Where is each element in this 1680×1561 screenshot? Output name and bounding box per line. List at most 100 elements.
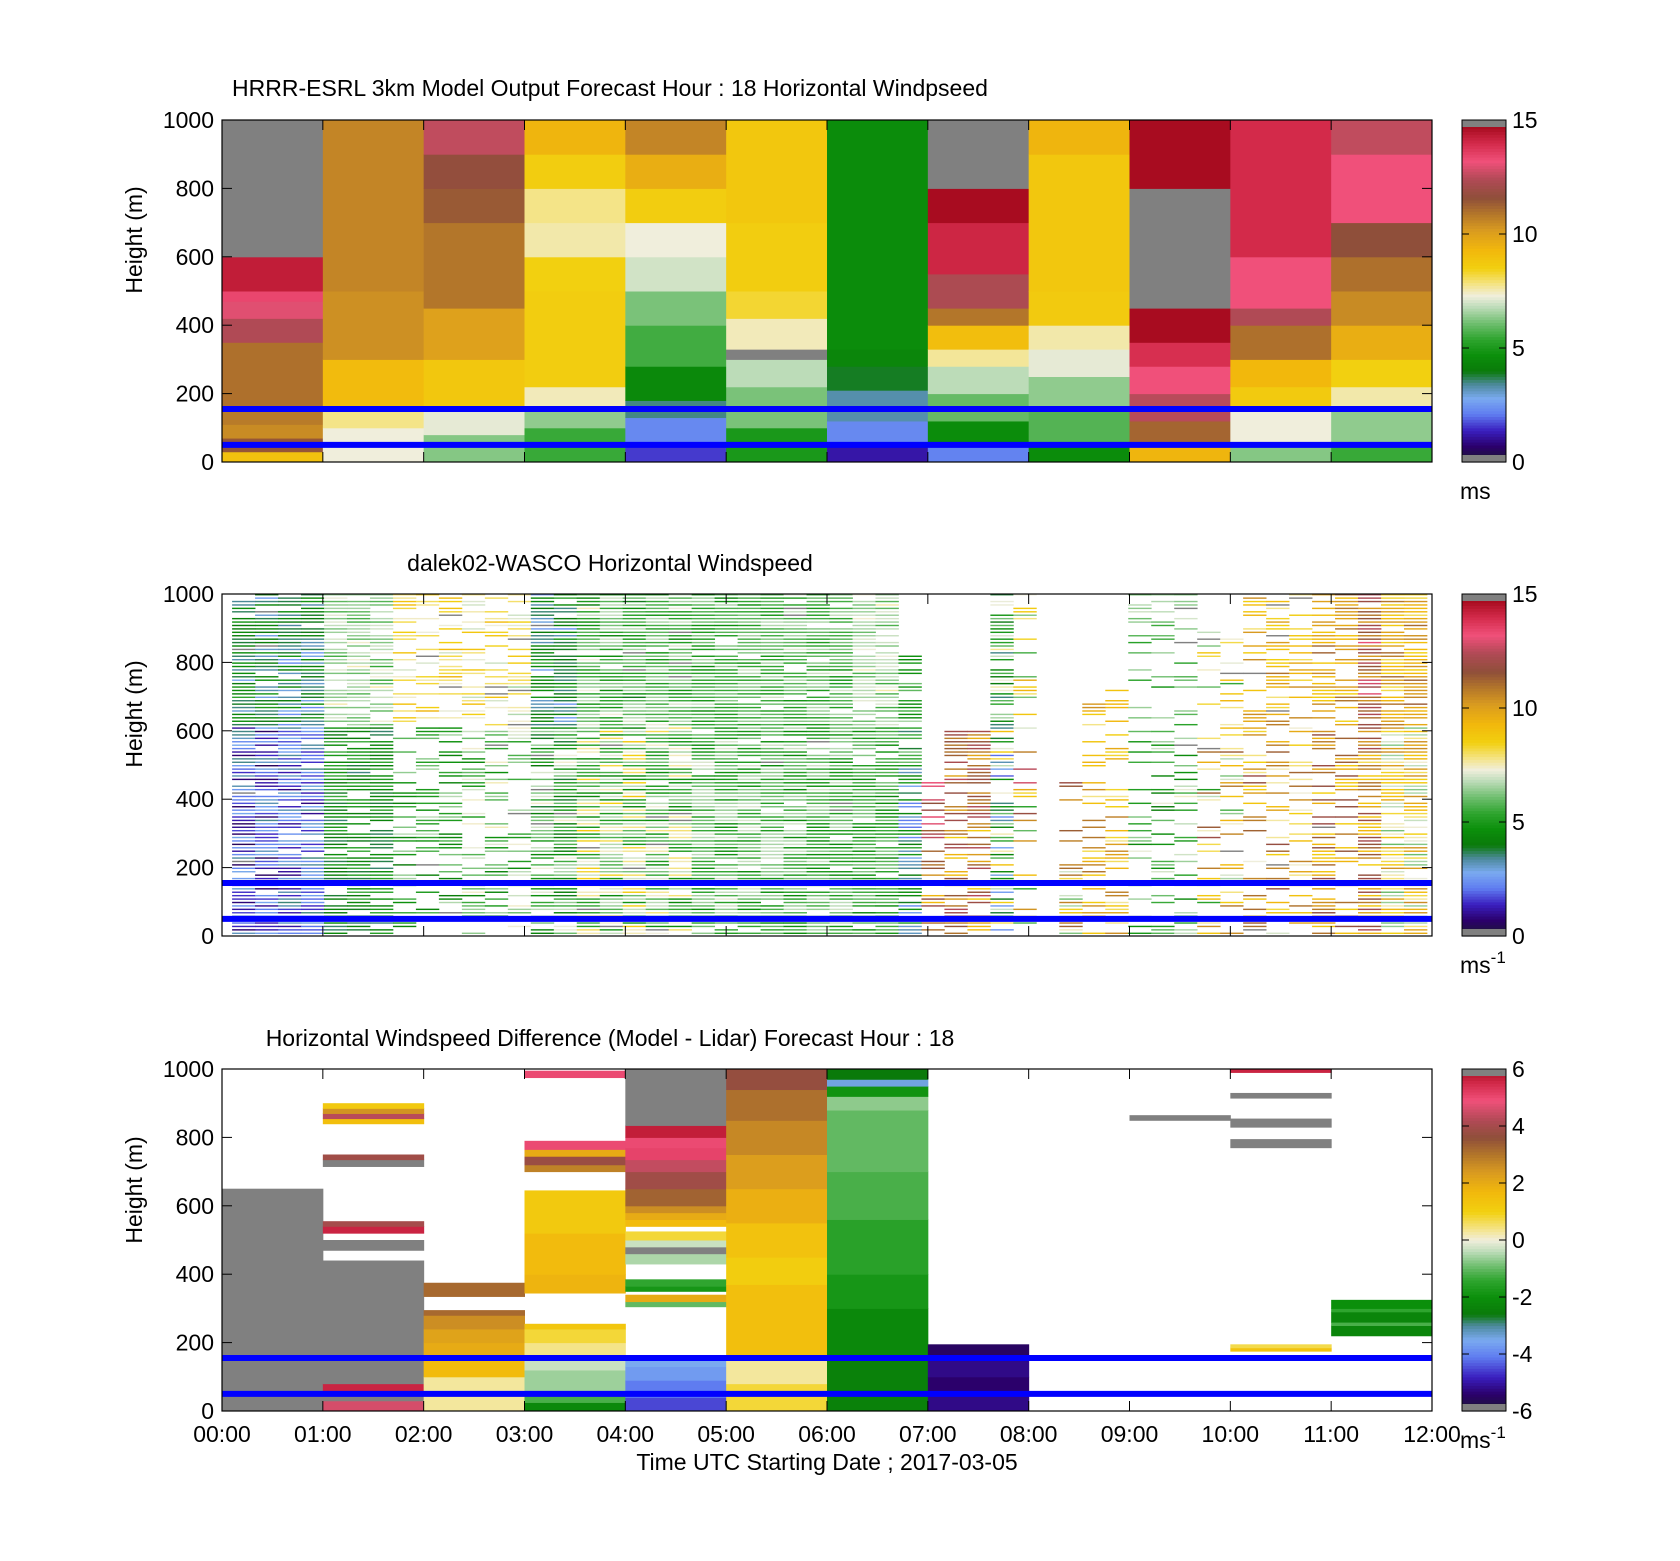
y-tick-label: 0 [201, 449, 214, 475]
lidar-gate [1174, 792, 1198, 794]
lidar-gate [369, 782, 394, 784]
lidar-gate [1128, 617, 1152, 620]
colorbar-swatch [1462, 1362, 1506, 1366]
lidar-gate [323, 816, 348, 818]
lidar-gate [232, 737, 256, 740]
lidar-gate [645, 597, 670, 599]
colorbar-swatch [1462, 1277, 1506, 1281]
colorbar-swatch [1462, 747, 1506, 752]
lidar-gate [691, 785, 716, 787]
colorbar-swatch [1462, 1205, 1506, 1210]
lidar-gate [553, 648, 578, 651]
heatmap-cell [1129, 120, 1231, 189]
lidar-gate [255, 925, 279, 928]
colorbar-swatch [1462, 245, 1506, 249]
colorbar-swatch [1462, 1314, 1506, 1318]
lidar-gate [369, 843, 394, 846]
lidar-gate [346, 741, 371, 743]
colorbar-swatch [1462, 174, 1506, 178]
lidar-gate [990, 806, 1014, 808]
colorbar-swatch [1462, 216, 1506, 221]
lidar-gate [1105, 860, 1129, 863]
lidar-gate [783, 717, 807, 719]
lidar-gate [576, 665, 601, 668]
lidar-gate [967, 898, 991, 900]
lidar-gate [255, 819, 279, 822]
lidar-gate [622, 795, 647, 798]
lidar-gate [1220, 638, 1244, 640]
lidar-gate [829, 816, 853, 818]
lidar-gate [737, 628, 761, 630]
lidar-gate [967, 816, 991, 818]
lidar-gate [1013, 812, 1037, 815]
colorbar-swatch [1462, 1225, 1506, 1230]
lidar-gate [507, 727, 532, 729]
lidar-gate [369, 905, 394, 907]
lidar-gate [576, 894, 601, 897]
lidar-gate [1312, 912, 1336, 914]
lidar-gate [760, 829, 784, 832]
lidar-gate [1335, 823, 1359, 825]
lidar-gate [507, 676, 532, 678]
lidar-gate [301, 717, 325, 719]
lidar-gate [783, 676, 807, 678]
lidar-gate [438, 717, 463, 719]
lidar-gate [990, 638, 1014, 640]
lidar-gate [783, 864, 807, 866]
lidar-gate [898, 829, 922, 832]
lidar-gate [622, 713, 647, 716]
lidar-gate [668, 744, 693, 746]
colorbar-swatch [1462, 422, 1506, 426]
lidar-gate [1197, 898, 1221, 900]
lidar-gate [599, 836, 624, 839]
lidar-gate [461, 847, 486, 849]
lidar-gate [760, 611, 784, 613]
lidar-gate [369, 706, 394, 709]
lidar-gate [875, 686, 899, 688]
lidar-gate [806, 727, 830, 729]
colorbar-swatch [1462, 1128, 1506, 1133]
lidar-gate [622, 816, 647, 818]
lidar-gate [553, 843, 578, 846]
lidar-gate [1335, 723, 1359, 726]
lidar-gate [232, 689, 256, 692]
lidar-gate [1128, 816, 1152, 818]
lidar-gate [1128, 840, 1152, 842]
lidar-gate [346, 802, 371, 805]
lidar-gate [1335, 761, 1359, 763]
lidar-gate [507, 761, 532, 763]
lidar-gate [1013, 819, 1037, 822]
lidar-gate [346, 891, 371, 893]
lidar-gate [622, 696, 647, 699]
lidar-gate [1220, 809, 1244, 811]
heatmap-cell [726, 1383, 828, 1412]
lidar-gate [576, 679, 601, 681]
lidar-gate [1381, 812, 1405, 815]
lidar-gate [990, 864, 1014, 866]
lidar-gate [829, 717, 853, 719]
colorbar-swatch [1462, 139, 1506, 144]
lidar-gate [323, 741, 348, 743]
lidar-gate [806, 607, 830, 610]
lidar-gate [829, 607, 853, 610]
lidar-gate [415, 836, 440, 839]
lidar-gate [323, 802, 348, 805]
lidar-gate [599, 778, 624, 781]
colorbar-swatch [1462, 248, 1506, 252]
lidar-gate [323, 679, 348, 681]
lidar-gate [806, 734, 830, 736]
lidar-gate [392, 792, 417, 794]
lidar-gate [852, 658, 876, 661]
lidar-gate [1358, 912, 1382, 914]
lidar-gate [1381, 874, 1405, 876]
lidar-gate [806, 679, 830, 681]
lidar-gate [737, 734, 761, 736]
lidar-gate [438, 693, 463, 695]
colorbar-swatch [1462, 293, 1506, 298]
lidar-gate [507, 809, 532, 811]
lidar-gate [645, 795, 670, 798]
lidar-gate [967, 860, 991, 863]
lidar-gate [484, 864, 509, 866]
lidar-gate [576, 761, 601, 763]
lidar-gate [323, 597, 348, 599]
